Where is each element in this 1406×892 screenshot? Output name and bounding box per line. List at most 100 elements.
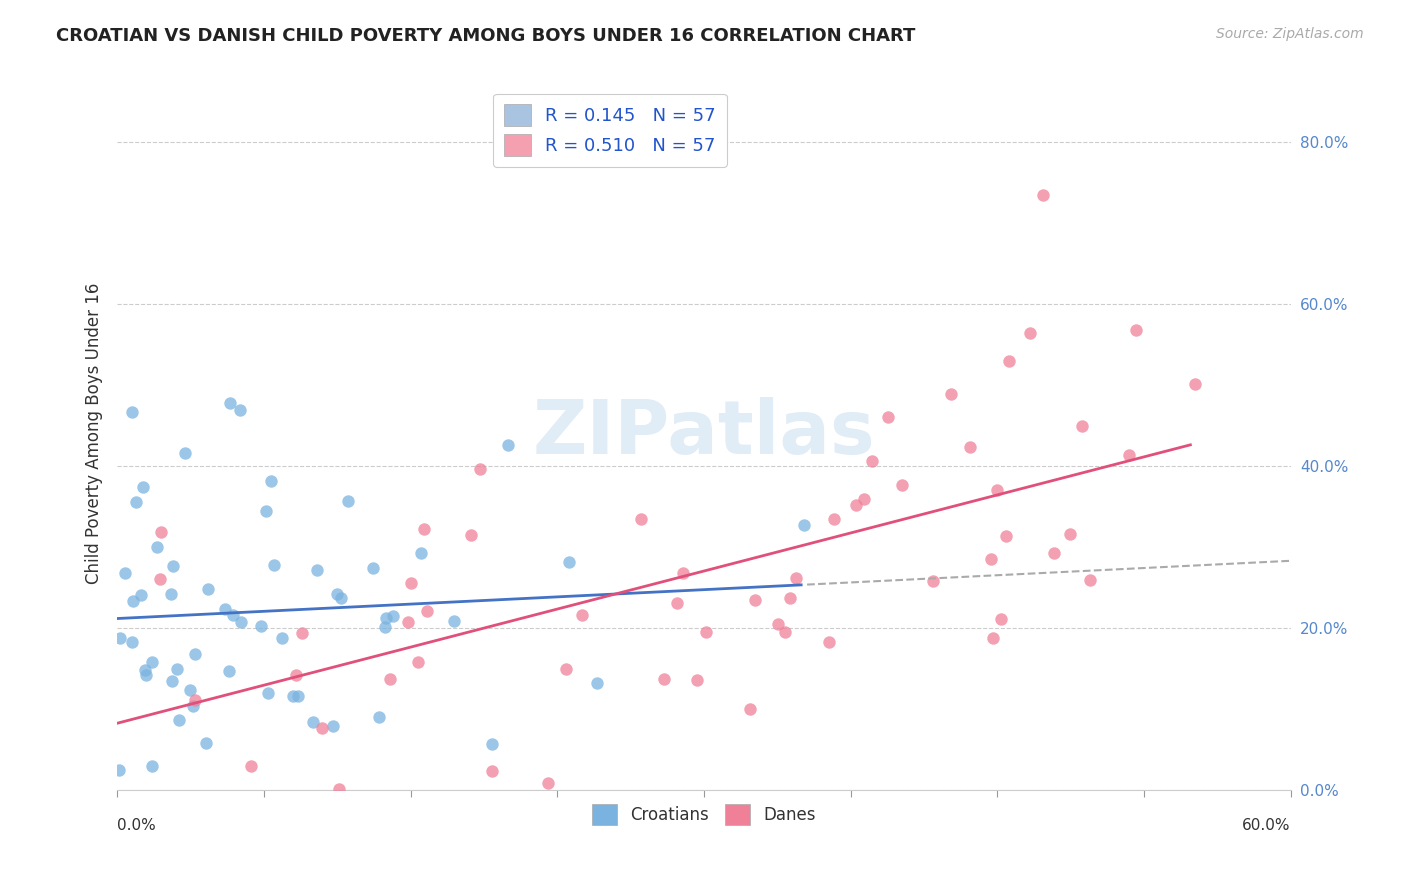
Point: [652, 673, 675, 687]
Point: [571, 607, 593, 622]
Point: [1125, 323, 1147, 337]
Point: [311, 722, 333, 736]
Point: [374, 620, 396, 634]
Point: [285, 668, 308, 682]
Point: [174, 446, 197, 460]
Text: ZIPatlas: ZIPatlas: [533, 397, 875, 470]
Point: [218, 664, 240, 678]
Point: [818, 635, 841, 649]
Point: [110, 632, 132, 646]
Point: [160, 673, 183, 688]
Point: [1032, 188, 1054, 202]
Legend: Croatians, Danes: Croatians, Danes: [585, 797, 823, 831]
Point: [291, 625, 314, 640]
Point: [108, 764, 131, 778]
Point: [240, 759, 263, 773]
Point: [270, 632, 292, 646]
Point: [184, 693, 207, 707]
Point: [411, 546, 433, 560]
Point: [686, 673, 709, 687]
Point: [134, 664, 156, 678]
Point: [986, 483, 1008, 498]
Point: [326, 587, 349, 601]
Point: [990, 612, 1012, 626]
Point: [481, 737, 503, 751]
Point: [361, 561, 384, 575]
Point: [166, 662, 188, 676]
Point: [149, 572, 172, 586]
Point: [401, 575, 423, 590]
Point: [1184, 376, 1206, 391]
Point: [744, 592, 766, 607]
Point: [416, 603, 439, 617]
Point: [214, 602, 236, 616]
Y-axis label: Child Poverty Among Boys Under 16: Child Poverty Among Boys Under 16: [86, 283, 103, 584]
Point: [250, 618, 273, 632]
Text: 0.0%: 0.0%: [117, 819, 156, 833]
Point: [1018, 326, 1040, 340]
Point: [396, 615, 419, 630]
Point: [141, 655, 163, 669]
Point: [823, 511, 845, 525]
Point: [195, 736, 218, 750]
Point: [891, 477, 914, 491]
Point: [443, 614, 465, 628]
Point: [921, 574, 943, 588]
Point: [322, 719, 344, 733]
Point: [329, 591, 352, 605]
Point: [184, 647, 207, 661]
Point: [254, 504, 277, 518]
Point: [121, 593, 143, 607]
Point: [287, 689, 309, 703]
Text: Source: ZipAtlas.com: Source: ZipAtlas.com: [1216, 27, 1364, 41]
Point: [481, 764, 503, 779]
Point: [141, 758, 163, 772]
Point: [328, 782, 350, 797]
Point: [845, 498, 868, 512]
Point: [135, 668, 157, 682]
Point: [853, 491, 876, 506]
Point: [129, 588, 152, 602]
Point: [740, 702, 762, 716]
Point: [1078, 573, 1101, 587]
Point: [179, 683, 201, 698]
Point: [121, 404, 143, 418]
Point: [162, 559, 184, 574]
Text: CROATIAN VS DANISH CHILD POVERTY AMONG BOYS UNDER 16 CORRELATION CHART: CROATIAN VS DANISH CHILD POVERTY AMONG B…: [56, 27, 915, 45]
Point: [167, 713, 190, 727]
Point: [460, 528, 482, 542]
Point: [558, 555, 581, 569]
Point: [768, 617, 790, 632]
Point: [1059, 527, 1081, 541]
Point: [998, 354, 1021, 368]
Point: [375, 611, 398, 625]
Point: [160, 587, 183, 601]
Point: [468, 462, 491, 476]
Point: [125, 495, 148, 509]
Point: [406, 655, 429, 669]
Point: [228, 403, 250, 417]
Point: [860, 453, 883, 467]
Point: [132, 481, 155, 495]
Point: [980, 552, 1002, 566]
Text: 60.0%: 60.0%: [1241, 819, 1291, 833]
Point: [793, 518, 815, 533]
Point: [665, 596, 688, 610]
Point: [281, 689, 304, 703]
Point: [260, 474, 283, 488]
Point: [877, 409, 900, 424]
Point: [537, 776, 560, 790]
Point: [773, 624, 796, 639]
Point: [181, 698, 204, 713]
Point: [1118, 448, 1140, 462]
Point: [231, 615, 253, 630]
Point: [496, 438, 519, 452]
Point: [121, 634, 143, 648]
Point: [1071, 419, 1094, 434]
Point: [555, 662, 578, 676]
Point: [981, 632, 1004, 646]
Point: [412, 523, 434, 537]
Point: [218, 396, 240, 410]
Point: [994, 529, 1017, 543]
Point: [672, 566, 695, 581]
